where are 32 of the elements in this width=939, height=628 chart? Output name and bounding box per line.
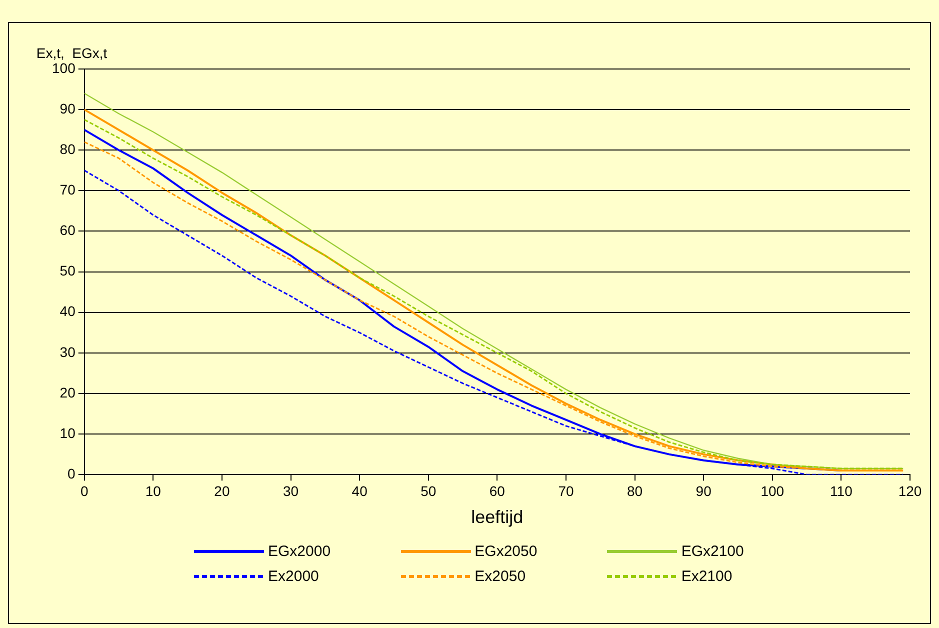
y-tick-label: 100 <box>52 60 76 76</box>
legend-label: EGx2100 <box>681 543 744 560</box>
y-tick-label: 30 <box>60 344 76 360</box>
legend-label: EGx2050 <box>474 543 538 560</box>
y-axis-title: Ex,t, EGx,t <box>36 44 108 61</box>
x-tick-label: 110 <box>830 482 853 499</box>
x-tick-label: 90 <box>696 482 712 499</box>
y-tick-label: 70 <box>60 182 76 198</box>
y-tick-label: 50 <box>60 262 76 279</box>
legend-label: Ex2000 <box>268 568 319 585</box>
x-axis-title: leeftijd <box>471 507 524 528</box>
x-tick-label: 30 <box>282 482 299 499</box>
legend-label: Ex2050 <box>474 568 526 585</box>
y-tick-label: 90 <box>60 100 76 116</box>
x-tick-label: 50 <box>420 482 436 499</box>
y-tick-label: 10 <box>60 424 76 441</box>
x-tick-label: 70 <box>558 482 574 499</box>
x-tick-label: 60 <box>489 482 506 499</box>
x-tick-label: 120 <box>898 482 922 499</box>
x-tick-label: 100 <box>760 482 784 499</box>
y-tick-label: 40 <box>60 303 76 320</box>
x-tick-label: 20 <box>214 482 230 499</box>
legend-label: EGx2000 <box>268 543 331 560</box>
y-tick-label: 80 <box>60 140 76 157</box>
x-tick-label: 10 <box>145 482 162 499</box>
legend-label: Ex2100 <box>681 568 732 585</box>
x-tick-label: 0 <box>80 482 88 499</box>
y-tick-label: 0 <box>68 465 76 482</box>
y-tick-label: 20 <box>60 384 76 400</box>
x-tick-label: 80 <box>626 482 643 499</box>
y-tick-label: 60 <box>60 222 76 238</box>
x-tick-label: 40 <box>352 482 368 499</box>
